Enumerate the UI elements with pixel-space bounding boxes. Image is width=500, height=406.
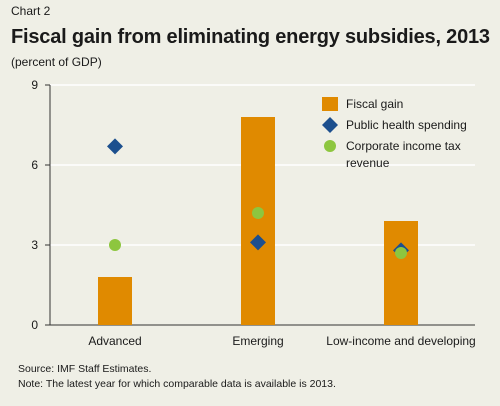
source-note: Source: IMF Staff Estimates.: [18, 363, 152, 375]
y-tick-label: 6: [31, 158, 38, 172]
marker-public-health: [107, 138, 123, 155]
y-tick-label: 0: [31, 318, 38, 332]
legend-swatch-public-health: [322, 117, 338, 133]
legend-swatch-fiscal-gain: [322, 97, 338, 111]
legend-label: Fiscal gain: [346, 97, 403, 111]
bar-fiscal-gain: [241, 117, 275, 325]
marker-public-health: [250, 234, 266, 251]
x-tick-label: Advanced: [88, 334, 141, 348]
legend-label: revenue: [346, 156, 390, 170]
y-tick-label: 3: [31, 238, 38, 252]
footnote: Note: The latest year for which comparab…: [18, 378, 336, 390]
chart-subtitle: (percent of GDP): [11, 55, 102, 69]
legend-swatch-corporate-tax: [324, 140, 336, 152]
legend-label: Corporate income tax: [346, 139, 461, 153]
marker-corporate-tax: [252, 207, 264, 219]
chart-label: Chart 2: [11, 4, 51, 18]
bar-fiscal-gain: [98, 277, 132, 325]
bar-fiscal-gain: [384, 221, 418, 325]
legend-label: Public health spending: [346, 118, 467, 132]
chart-title: Fiscal gain from eliminating energy subs…: [11, 26, 490, 48]
y-tick-label: 9: [31, 78, 38, 92]
x-tick-label: Emerging: [232, 334, 283, 348]
x-tick-label: Low-income and developing: [326, 334, 475, 348]
marker-corporate-tax: [395, 247, 407, 259]
marker-corporate-tax: [109, 239, 121, 251]
